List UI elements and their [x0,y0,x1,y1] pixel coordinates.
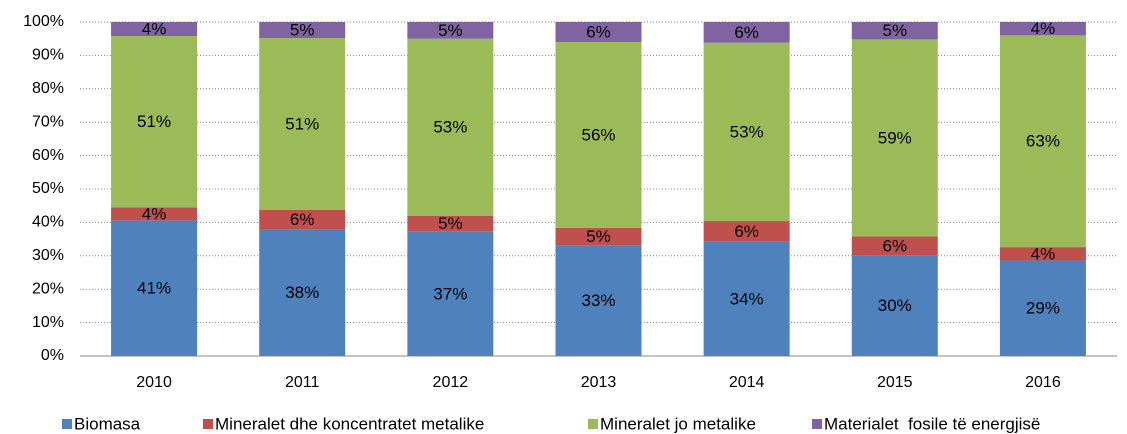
bar-segment [111,22,198,37]
x-tick-label: 2014 [729,374,765,391]
data-label: 59% [878,128,912,147]
data-label: 5% [586,227,611,246]
bar-segment [703,42,790,222]
data-label: 4% [1031,19,1056,38]
data-label: 33% [581,291,615,310]
bar-segment [259,38,346,210]
bar-segment [999,260,1086,356]
y-tick-label: 80% [32,80,64,97]
data-label: 38% [285,283,319,302]
bar-segment [999,247,1086,261]
bar-segment [703,241,790,356]
y-tick-label: 50% [32,180,64,197]
bar-segment [555,22,642,43]
x-tick-label: 2012 [433,374,469,391]
data-label: 6% [586,23,611,42]
legend-label: Materialet fosile të energjisë [824,414,1040,433]
bar-segment [111,220,198,356]
data-label: 34% [730,289,764,308]
bar-segment [851,22,938,40]
data-label: 37% [433,284,467,303]
data-label: 5% [290,21,315,40]
legend-swatch [588,419,598,429]
y-tick-label: 10% [32,314,64,331]
legend-label: Mineralet dhe koncentratet metalike [215,414,484,433]
data-label: 5% [438,214,463,233]
data-label: 4% [1031,244,1056,263]
bar-segment [851,39,938,237]
bar-segment [555,227,642,246]
legend-label: Mineralet jo metalike [600,414,756,433]
legend-label: Biomasa [74,414,141,433]
y-tick-label: 20% [32,280,64,297]
bar-segment [703,221,790,242]
bar-segment [851,236,938,256]
data-label: 6% [734,23,759,42]
bar-segment [111,36,198,208]
y-tick-label: 40% [32,214,64,231]
data-label: 4% [142,204,167,223]
bar-segment [999,22,1086,36]
bar-segment [111,207,198,221]
data-label: 30% [878,296,912,315]
data-label: 6% [734,222,759,241]
bar-segment [407,38,494,216]
bar-segment [703,22,790,43]
bar-segment [555,42,642,228]
bar-segment [999,35,1086,248]
bar-segment [407,231,494,356]
bar-segment [407,22,494,39]
legend-swatch [62,419,72,429]
y-tick-label: 90% [32,47,64,64]
data-label: 53% [433,118,467,137]
bar-segment [259,22,346,39]
y-tick-label: 60% [32,147,64,164]
y-tick-label: 0% [41,347,64,364]
bar-segment [259,209,346,230]
legend-swatch [812,419,822,429]
data-label: 5% [882,21,907,40]
data-label: 51% [285,114,319,133]
data-label: 6% [290,210,315,229]
legend-swatch [203,419,213,429]
data-label: 41% [137,279,171,298]
data-label: 63% [1026,132,1060,151]
data-label: 51% [137,112,171,131]
y-tick-label: 70% [32,113,64,130]
bar-segment [555,245,642,356]
y-tick-label: 30% [32,247,64,264]
y-tick-label: 100% [23,13,64,30]
data-label: 29% [1026,299,1060,318]
data-label: 6% [882,236,907,255]
bar-segment [407,215,494,232]
data-label: 56% [581,125,615,144]
x-tick-label: 2010 [136,374,172,391]
data-label: 5% [438,21,463,40]
x-tick-label: 2011 [285,374,320,391]
data-label: 4% [142,19,167,38]
data-label: 53% [730,122,764,141]
x-tick-label: 2016 [1025,374,1061,391]
x-tick-label: 2015 [877,374,913,391]
x-tick-label: 2013 [581,374,617,391]
bar-segment [259,229,346,356]
bar-segment [851,255,938,356]
